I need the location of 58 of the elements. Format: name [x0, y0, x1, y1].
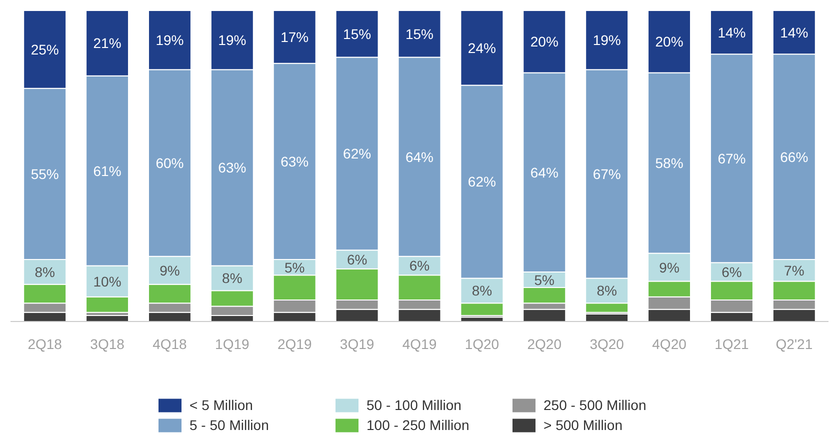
data-label: 6% — [722, 264, 742, 280]
data-label: 9% — [160, 262, 180, 278]
x-tick-label: 4Q19 — [402, 336, 437, 352]
data-label: 21% — [93, 35, 122, 52]
legend-label: 5 - 50 Million — [190, 417, 270, 433]
data-label: 5% — [534, 272, 555, 288]
x-tick-label: Q2'21 — [776, 336, 813, 352]
data-label: 67% — [718, 150, 746, 166]
data-label: 8% — [596, 282, 617, 299]
x-tick-label: 2Q19 — [277, 336, 312, 352]
x-tick-label: 3Q20 — [590, 336, 624, 352]
x-tick-label: 2Q20 — [527, 336, 562, 352]
data-label: 24% — [468, 40, 496, 56]
data-label: 58% — [655, 155, 684, 172]
x-tick-label: 3Q19 — [340, 336, 374, 352]
x-tick-label: 1Q21 — [714, 336, 750, 352]
data-label: 64% — [405, 148, 434, 165]
data-label: 66% — [780, 148, 808, 165]
data-label: 8% — [34, 264, 55, 280]
x-tick-label: 1Q20 — [464, 336, 500, 352]
data-label: 64% — [530, 164, 558, 180]
legend-label: 50 - 100 Million — [366, 397, 462, 413]
data-label: 9% — [659, 259, 680, 276]
data-label: 10% — [93, 273, 122, 290]
data-label: 6% — [346, 252, 368, 268]
data-label: 19% — [592, 32, 621, 48]
data-label: 67% — [592, 166, 621, 182]
data-label: 6% — [409, 258, 430, 274]
data-label: 61% — [93, 162, 122, 179]
x-tick-label: 2Q18 — [28, 336, 62, 352]
data-label: 60% — [156, 155, 184, 172]
data-label: 20% — [655, 34, 684, 50]
data-label: 62% — [343, 146, 372, 162]
legend-label: < 5 Million — [190, 397, 254, 413]
x-tick-label: 4Q18 — [152, 336, 188, 352]
data-label: 19% — [218, 32, 246, 48]
x-tick-label: 4Q20 — [652, 336, 687, 352]
data-label: 15% — [405, 26, 434, 42]
legend-label: 100 - 250 Million — [366, 417, 470, 433]
x-tick-label: 3Q18 — [90, 336, 125, 352]
data-label: 8% — [472, 282, 492, 299]
data-label: 63% — [218, 160, 246, 176]
data-label: 19% — [156, 32, 184, 48]
legend-label: 250 - 500 Million — [544, 397, 648, 413]
data-label: 20% — [530, 34, 558, 50]
data-label: 5% — [284, 259, 305, 276]
data-label: 62% — [468, 174, 496, 190]
legend-label: > 500 Million — [544, 417, 624, 433]
data-label: 7% — [784, 262, 804, 278]
data-label: 14% — [780, 24, 808, 40]
data-label: 17% — [280, 28, 309, 45]
data-label: 15% — [343, 26, 372, 42]
data-label: 14% — [718, 24, 746, 40]
x-tick-label: 1Q19 — [215, 336, 250, 352]
data-label: 8% — [222, 270, 242, 286]
data-label: 25% — [30, 41, 59, 58]
data-label: 63% — [280, 153, 309, 170]
data-label: 55% — [30, 166, 59, 182]
